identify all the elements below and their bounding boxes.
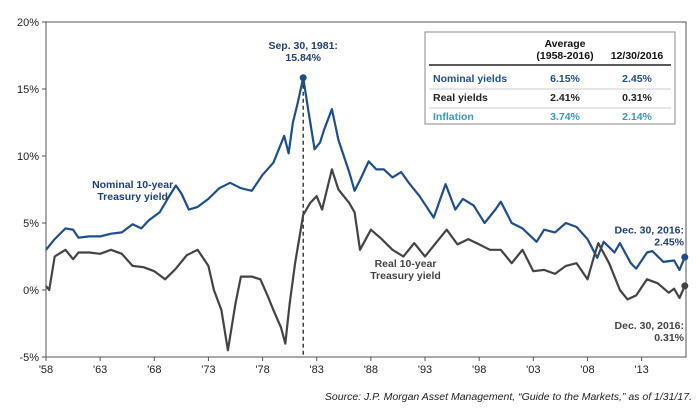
table-row-current: 2.45% (622, 73, 652, 85)
nominal-yield-line (45, 76, 686, 271)
real-end-label-line: 0.31% (654, 332, 684, 344)
x-tick-label: '03 (526, 364, 540, 376)
nominal-end-label-line: 2.45% (654, 237, 684, 249)
real-series-label-line: Real 10-year (375, 258, 437, 270)
real-end-label-line: Dec. 30, 2016: (615, 320, 684, 332)
source-note: Source: J.P. Morgan Asset Management, “G… (325, 391, 692, 403)
x-tick-label: '58 (39, 364, 53, 376)
x-tick-label: '63 (93, 364, 107, 376)
nominal-series-label-line: Nominal 10-year (92, 179, 173, 191)
nominal-yield-end-point (681, 253, 689, 261)
x-tick-label: '83 (310, 364, 324, 376)
peak-label-line: Sep. 30, 1981: (268, 40, 337, 52)
x-tick-label: '88 (364, 364, 378, 376)
y-tick-label: 15% (17, 84, 39, 96)
plot-frame (45, 21, 687, 358)
table-row-current: 0.31% (622, 92, 652, 104)
nominal-series-label: Nominal 10-year Treasury yield (92, 179, 173, 203)
real-series-label: Real 10-year Treasury yield (370, 258, 441, 282)
nominal-series-label-line: Treasury yield (97, 191, 168, 203)
real-yield-end-point (681, 282, 689, 290)
x-tick-label: '08 (580, 364, 594, 376)
peak-label: Sep. 30, 1981: 15.84% (268, 40, 337, 64)
y-tick-label: 10% (17, 151, 39, 163)
table-header-current: 12/30/2016 (611, 50, 664, 62)
table-row-name: Nominal yields (433, 73, 507, 85)
series-lines (45, 74, 689, 352)
real-yield-line (45, 168, 686, 352)
peak-label-line: 15.84% (285, 52, 321, 64)
table-header-average-range: (1958-2016) (536, 50, 593, 62)
table-row-average: 6.15% (550, 73, 580, 85)
x-tick-label: '98 (472, 364, 486, 376)
x-tick-label: '78 (255, 364, 269, 376)
x-tick-label: '93 (418, 364, 432, 376)
y-tick-label: 20% (17, 17, 39, 29)
x-tick-label: '73 (201, 364, 215, 376)
table-row-name: Inflation (433, 111, 474, 123)
nominal-end-label: Dec. 30, 2016: 2.45% (615, 225, 685, 249)
x-tick-label: '68 (147, 364, 161, 376)
table-row-name: Real yields (433, 92, 488, 104)
y-tick-label: 5% (23, 218, 39, 230)
nominal-peak-point (299, 74, 307, 82)
y-tick-label: 0% (23, 285, 39, 297)
y-tick-label: -5% (19, 352, 39, 364)
nominal-end-label-line: Dec. 30, 2016: (615, 225, 684, 237)
x-tick-label: '13 (634, 364, 648, 376)
stats-table-frame (424, 31, 676, 125)
table-row-current: 2.14% (622, 111, 652, 123)
real-end-label: Dec. 30, 2016: 0.31% (615, 320, 685, 344)
table-row-average: 3.74% (550, 111, 580, 123)
stats-table: Average(1958-2016) 12/30/2016 Nominal yiel… (424, 31, 676, 125)
axes: 20% 15% 10% 5% 0% -5%'58 '63 '68 '73 '78 '83 '88 '93… (17, 17, 687, 376)
table-header-average: Average (544, 38, 585, 50)
real-series-label-line: Treasury yield (370, 270, 441, 282)
table-row-average: 2.41% (550, 92, 580, 104)
